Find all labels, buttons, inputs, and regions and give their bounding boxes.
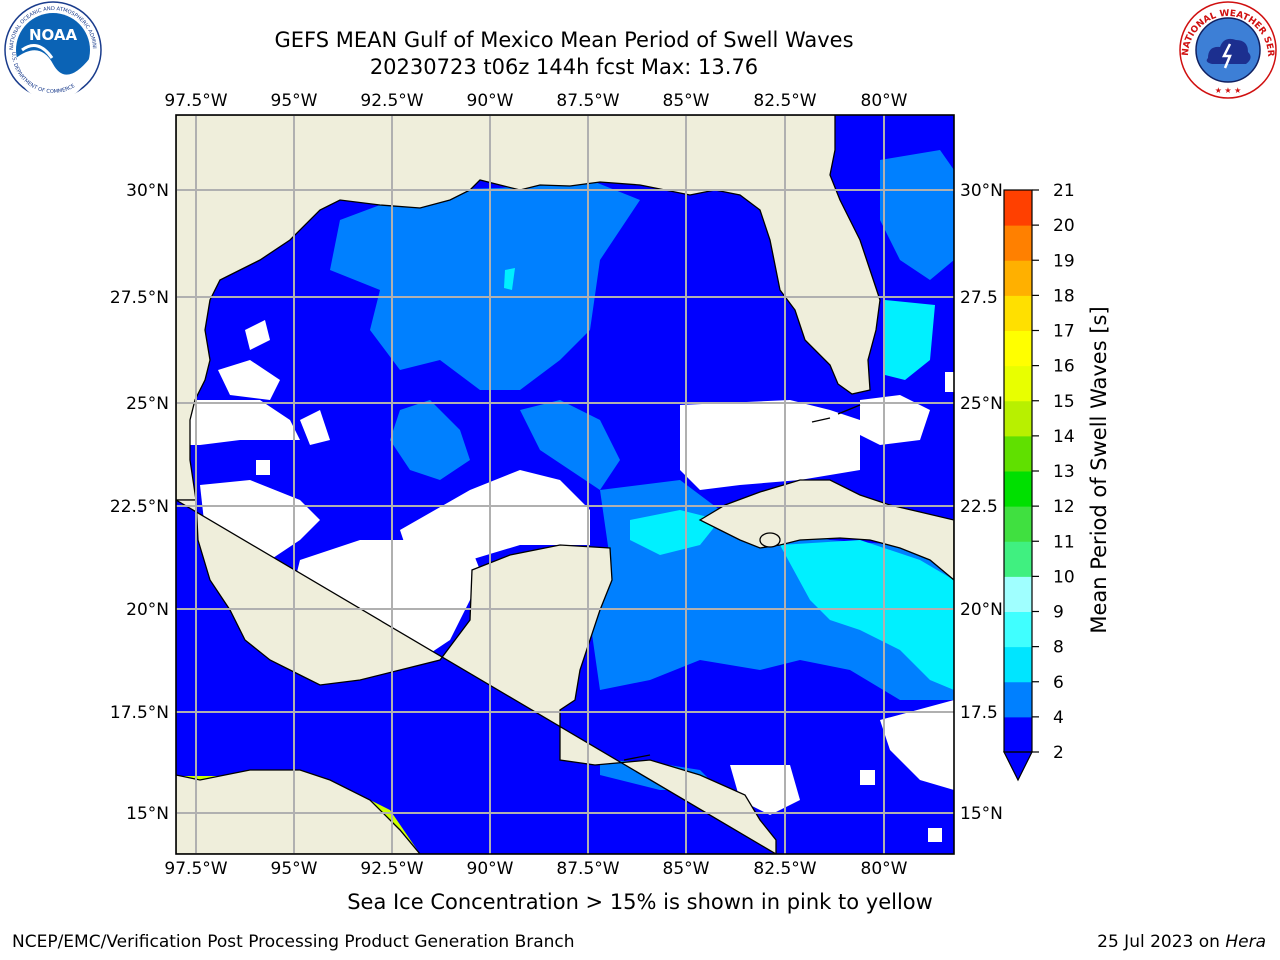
swell-field-4-6 xyxy=(330,180,640,390)
svg-text:★ ★ ★: ★ ★ ★ xyxy=(1215,86,1242,95)
colorbar-tick-label: 18 xyxy=(1053,286,1075,306)
colorbar-tick-label: 2 xyxy=(1053,743,1064,763)
swell-field-6-8 xyxy=(630,510,720,555)
graticule xyxy=(176,115,954,854)
swell-field-6-8 xyxy=(504,268,515,290)
lat-left-label: 15°N xyxy=(126,804,169,824)
colorbar-tick-label: 6 xyxy=(1053,673,1064,693)
colorbar-tick-label: 9 xyxy=(1053,603,1064,623)
lon-bottom-label: 82.5°W xyxy=(753,859,816,879)
lat-right-label: 20°N xyxy=(960,600,1003,620)
lon-bottom-label: 85°W xyxy=(663,859,710,879)
colorbar-tick-label: 19 xyxy=(1053,251,1075,271)
colorbar-swatch xyxy=(1004,611,1032,648)
lon-bottom-label: 87.5°W xyxy=(556,859,619,879)
map-title: GEFS MEAN Gulf of Mexico Mean Period of … xyxy=(274,28,854,52)
colorbar-swatch xyxy=(1004,260,1032,296)
map-subtitle: 20230723 t06z 144h fcst Max: 13.76 xyxy=(369,55,759,79)
colorbar-under-triangle xyxy=(1003,751,1033,782)
lon-top-label: 85°W xyxy=(663,91,710,111)
colorbar-swatch xyxy=(1004,576,1032,612)
colorbar-tick-label: 4 xyxy=(1053,708,1064,728)
lon-top-label: 92.5°W xyxy=(360,91,423,111)
nws-logo: NATIONAL WEATHER SERVICE ★ ★ ★ xyxy=(1178,0,1277,99)
lon-bottom-label: 92.5°W xyxy=(360,859,423,879)
colorbar-swatch xyxy=(1004,541,1032,577)
colorbar-swatch xyxy=(1004,400,1032,437)
colorbar-tick-label: 8 xyxy=(1053,638,1064,658)
colorbar-swatch xyxy=(1004,295,1032,331)
lat-right-label: 15°N xyxy=(960,804,1003,824)
footer-date: 25 Jul 2023 on Hera xyxy=(1097,932,1266,952)
lon-top-label: 95°W xyxy=(271,91,318,111)
footer-credit: NCEP/EMC/Verification Post Processing Pr… xyxy=(12,932,575,952)
colorbar-tick-label: 11 xyxy=(1053,532,1075,552)
lat-right-label: 27.5 xyxy=(960,288,998,308)
lon-bottom-label: 80°W xyxy=(861,859,908,879)
colorbar-label: Mean Period of Swell Waves [s] xyxy=(1087,306,1111,633)
lat-left-label: 25°N xyxy=(126,394,169,414)
colorbar-tick-label: 21 xyxy=(1053,181,1075,201)
swell-field-6-8 xyxy=(885,300,935,380)
map-frame xyxy=(175,114,955,855)
colorbar-swatch xyxy=(1004,716,1032,753)
lat-right-label: 30°N xyxy=(960,181,1003,201)
lat-right-label: 17.5 xyxy=(960,703,998,723)
lat-left-label: 30°N xyxy=(126,181,169,201)
colorbar-tick-label: 16 xyxy=(1053,357,1075,377)
lon-top-label: 82.5°W xyxy=(753,91,816,111)
colorbar-swatch xyxy=(1004,681,1032,718)
swell-field-4-6 xyxy=(520,400,620,490)
lon-top-label: 90°W xyxy=(467,91,514,111)
lon-top-label: 97.5°W xyxy=(164,91,227,111)
colorbar: 2 4 6 8 9 10 11 12 13 14 15 16 17 18 19 20 21 xyxy=(1003,181,1075,782)
swell-field-6-8 xyxy=(780,540,954,690)
colorbar-tick-label: 14 xyxy=(1053,427,1075,447)
lon-bottom-label: 90°W xyxy=(467,859,514,879)
lat-right-label: 25°N xyxy=(960,394,1003,414)
noaa-logo: NATIONAL OCEANIC AND ATMOSPHERIC ADMINIS… xyxy=(0,0,102,100)
colorbar-tick-label: 15 xyxy=(1053,392,1075,412)
colorbar-swatch xyxy=(1004,330,1032,367)
lon-top-label: 80°W xyxy=(861,91,908,111)
colorbar-tick-label: 17 xyxy=(1053,322,1075,342)
sea-ice-note: Sea Ice Concentration > 15% is shown in … xyxy=(347,890,933,914)
colorbar-tick-label: 13 xyxy=(1053,462,1075,482)
colorbar-swatch xyxy=(1004,435,1032,472)
map-plot-area xyxy=(176,115,954,854)
lon-bottom-label: 95°W xyxy=(271,859,318,879)
colorbar-tick-label: 10 xyxy=(1053,567,1075,587)
colorbar-tick-label: 12 xyxy=(1053,497,1075,517)
lat-right-label: 22.5 xyxy=(960,497,998,517)
noaa-logo-text: NOAA xyxy=(29,26,78,44)
colorbar-swatch xyxy=(1004,225,1032,261)
lat-left-label: 17.5°N xyxy=(110,703,169,723)
colorbar-swatch xyxy=(1004,190,1032,226)
swell-period-map: 97.5°W 95°W 92.5°W 90°W 87.5°W 85°W 82.5… xyxy=(110,91,1111,879)
lat-left-label: 27.5°N xyxy=(110,288,169,308)
swell-field-4-6 xyxy=(390,400,470,480)
swell-field-4-6 xyxy=(880,150,954,280)
colorbar-swatch xyxy=(1004,646,1032,683)
lon-top-label: 87.5°W xyxy=(556,91,619,111)
colorbar-swatch xyxy=(1004,506,1032,542)
colorbar-swatch xyxy=(1004,365,1032,402)
colorbar-tick-label: 20 xyxy=(1053,216,1075,236)
lon-bottom-label: 97.5°W xyxy=(164,859,227,879)
lat-left-label: 22.5°N xyxy=(110,497,169,517)
colorbar-swatch xyxy=(1004,471,1032,507)
lat-left-label: 20°N xyxy=(126,600,169,620)
footer-date-text: 25 Jul 2023 on xyxy=(1097,932,1226,952)
footer-machine: Hera xyxy=(1225,932,1266,952)
